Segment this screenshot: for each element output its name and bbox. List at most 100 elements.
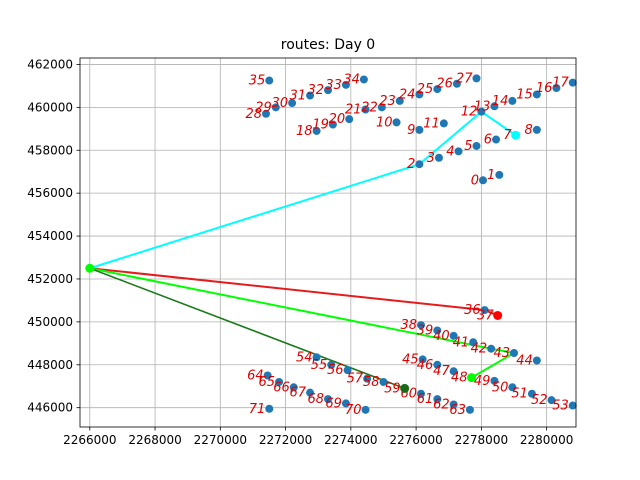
point-id-label: 32 (307, 83, 324, 98)
point-id-label: 56 (327, 363, 344, 378)
point-id-label: 58 (363, 375, 380, 390)
point-id-label: 65 (259, 375, 276, 390)
point-id-label: 67 (290, 386, 307, 401)
customer-point (449, 400, 458, 409)
plot-frame (79, 57, 577, 428)
point-id-label: 35 (249, 74, 266, 89)
route-line (89, 110, 517, 270)
point-id-label: 34 (343, 72, 360, 87)
customer-point (472, 141, 481, 150)
x-tick-label: 2268000 (128, 433, 181, 447)
point-id-label: 24 (399, 87, 416, 102)
point-id-label: 12 (461, 105, 478, 120)
point-id-label: 7 (503, 128, 512, 143)
point-id-label: 45 (402, 352, 419, 367)
point-id-label: 17 (552, 76, 569, 91)
point-id-label: 20 (329, 112, 346, 127)
route-end-marker (511, 130, 521, 140)
customer-point (469, 338, 478, 347)
customer-point (568, 401, 577, 410)
customer-point (547, 396, 556, 405)
point-id-label: 55 (311, 358, 328, 373)
customer-point (552, 84, 561, 93)
y-tick-label: 450000 (27, 315, 73, 329)
route-line (89, 267, 405, 390)
customer-point (452, 79, 461, 88)
customer-point (433, 85, 442, 94)
point-id-label: 29 (255, 100, 272, 115)
point-id-label: 11 (423, 116, 440, 131)
point-id-label: 22 (361, 100, 378, 115)
point-id-label: 27 (456, 71, 473, 86)
point-id-label: 16 (536, 81, 553, 96)
customer-point (495, 170, 504, 179)
point-id-label: 42 (471, 342, 488, 357)
point-id-label: 13 (474, 99, 491, 114)
x-tick-label: 2276000 (389, 433, 442, 447)
customer-point (532, 90, 541, 99)
customer-point (271, 103, 280, 112)
customer-point (306, 91, 315, 100)
point-id-label: 23 (379, 94, 396, 109)
y-tick-label: 452000 (27, 272, 73, 286)
customer-point (327, 360, 336, 369)
point-id-label: 47 (433, 364, 450, 379)
customer-point (490, 376, 499, 385)
customer-point (328, 120, 337, 129)
customer-point (490, 102, 499, 111)
customer-point (379, 377, 388, 386)
point-id-label: 39 (417, 323, 434, 338)
customer-point (449, 367, 458, 376)
customer-point (433, 326, 442, 335)
point-id-label: 10 (376, 115, 393, 130)
customer-point (508, 383, 517, 392)
customer-point (324, 86, 332, 95)
chart-title: routes: Day 0 (281, 37, 375, 53)
point-id-label: 6 (484, 133, 492, 148)
customer-point (417, 389, 425, 398)
customer-point (433, 395, 442, 404)
customer-point (480, 306, 489, 315)
point-id-label: 30 (272, 96, 289, 111)
customer-point (465, 405, 474, 414)
x-tick-label: 2280000 (520, 433, 573, 447)
point-id-label: 49 (474, 374, 491, 389)
customer-point (434, 153, 443, 162)
customer-point (312, 126, 321, 135)
x-tick-label: 2266000 (63, 433, 116, 447)
point-id-label: 50 (492, 380, 509, 395)
point-id-label: 66 (273, 380, 290, 395)
customer-point (532, 125, 541, 134)
customer-point (492, 135, 501, 144)
customer-point (415, 90, 424, 99)
customer-point (433, 360, 442, 369)
point-id-label: 59 (384, 381, 401, 396)
customer-point (472, 74, 481, 83)
point-id-label: 57 (347, 372, 364, 387)
customer-point (363, 374, 372, 383)
point-id-label: 31 (290, 89, 307, 104)
x-tick-label: 2274000 (324, 433, 377, 447)
point-id-label: 46 (417, 358, 434, 373)
customer-point (265, 76, 274, 85)
customer-point (361, 405, 370, 414)
customer-point (343, 366, 352, 375)
point-id-label: 61 (417, 392, 434, 407)
customer-point (324, 395, 332, 404)
customer-point (487, 344, 496, 353)
customer-point (341, 80, 350, 89)
customer-point (377, 103, 386, 112)
y-tick-label: 454000 (27, 229, 73, 243)
customer-point (361, 105, 370, 114)
point-id-label: 25 (417, 82, 434, 97)
customer-point (527, 389, 536, 398)
point-id-label: 63 (449, 403, 466, 418)
customer-point (275, 377, 284, 386)
point-id-label: 1 (487, 168, 495, 183)
point-id-label: 0 (471, 173, 479, 188)
point-id-label: 8 (525, 123, 533, 138)
point-id-label: 3 (427, 151, 435, 166)
point-id-label: 41 (453, 335, 470, 350)
